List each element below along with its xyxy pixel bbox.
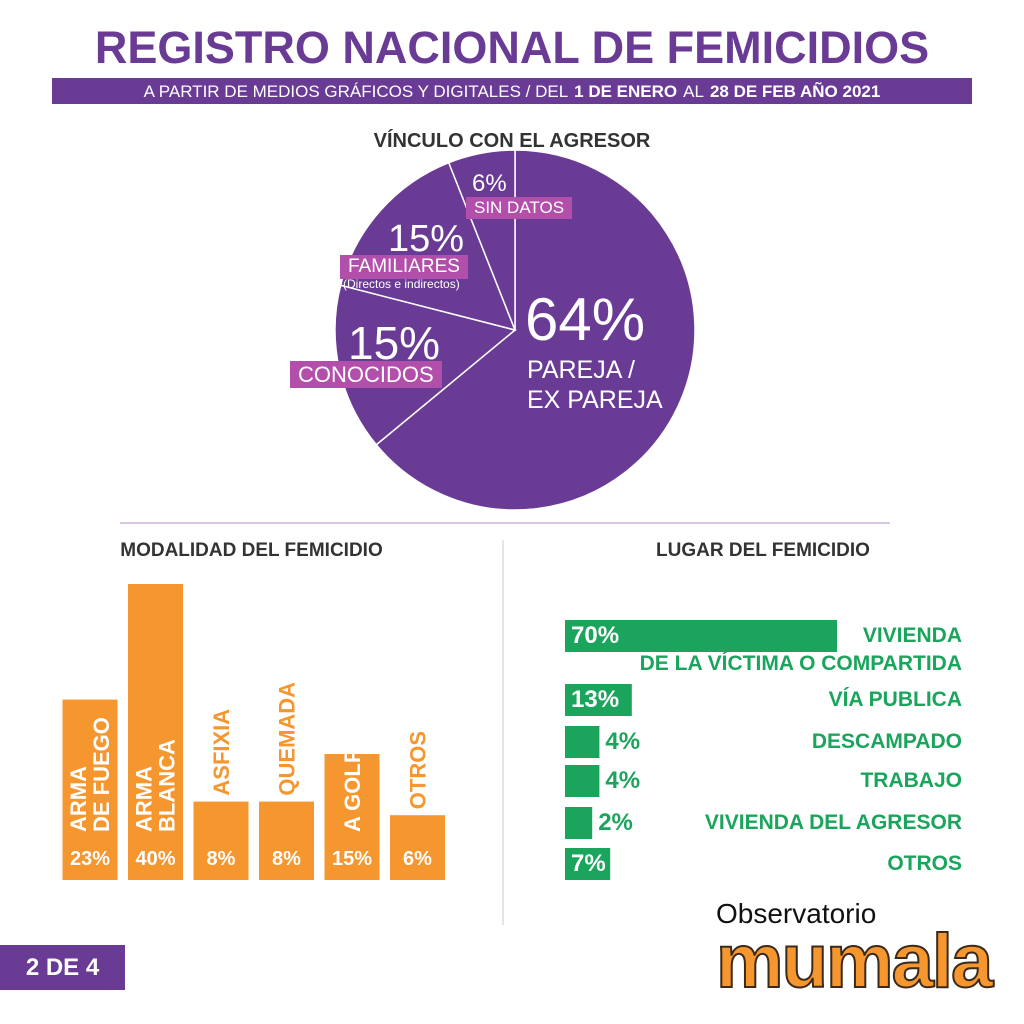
bar-label: OTROS: [405, 730, 430, 810]
bar: [390, 815, 445, 880]
bar-label: DESCAMPADO: [811, 730, 962, 753]
bar-label: A GOLPES: [339, 719, 365, 832]
value-label: 7%: [571, 850, 606, 877]
value-label: 40%: [135, 848, 176, 870]
slice-label: FAMILIARES: [340, 255, 468, 279]
subtitle-part: 28 DE FEB AÑO 2021: [709, 82, 881, 101]
bar: [324, 754, 380, 880]
slice-note: (Directos e indirectos): [343, 277, 460, 291]
chart-title: LUGAR DEL FEMICIDIO: [656, 540, 870, 561]
slice-label: PAREJA / EX PAREJA: [527, 356, 663, 414]
bar: [565, 765, 600, 797]
value-label: 15%: [331, 848, 373, 870]
bar: [565, 620, 837, 652]
logo-mark: mumala: [715, 918, 994, 1005]
title: REGISTRO NACIONAL DE FEMICIDIOS: [94, 22, 930, 73]
bar: [128, 584, 183, 880]
bar-label: OTROS: [887, 852, 962, 875]
chart-title: MODALIDAD DEL FEMICIDIO: [120, 540, 383, 561]
slice-label: CONOCIDOS: [290, 361, 442, 388]
bar-label: VIVIENDA DE LA VÍCTIMA O COMPARTIDA: [639, 624, 962, 675]
subtitle-part: 1 DE ENERO: [574, 82, 678, 101]
value-label: 23%: [69, 848, 111, 870]
bar-label: TRABAJO: [860, 769, 962, 792]
slice-value: 15%: [388, 218, 465, 260]
value-label: 8%: [272, 848, 301, 870]
subtitle-part: AL: [683, 82, 704, 101]
subtitle-band: [52, 78, 972, 104]
subtitle: A PARTIR DE MEDIOS GRÁFICOS Y DIGITALES …: [52, 80, 972, 104]
value-label: 8%: [206, 848, 236, 870]
value-label: 13%: [571, 686, 620, 713]
bar: [565, 726, 600, 758]
pie-slice: [375, 149, 696, 511]
value-label: 2%: [598, 809, 633, 836]
page-badge: [0, 945, 125, 990]
value-label: 4%: [605, 767, 641, 794]
bar: [565, 684, 632, 716]
slice-value: 6%: [472, 170, 507, 197]
bar: [193, 801, 249, 880]
bar: [565, 848, 611, 880]
pie-slice: [447, 149, 516, 331]
slice-value: 15%: [348, 317, 441, 369]
subtitle-part: A PARTIR DE MEDIOS GRÁFICOS Y DIGITALES …: [143, 82, 569, 101]
page-label: 2 DE 4: [25, 954, 100, 981]
bar-label: VÍA PUBLICA: [828, 688, 962, 711]
bar-label: ARMA DE FUEGO: [66, 717, 114, 832]
value-label: 6%: [403, 848, 432, 870]
chart-title: VÍNCULO CON EL AGRESOR: [373, 130, 651, 152]
bar-label: ASFIXIA: [208, 708, 234, 796]
logo-text: Observatorio: [716, 898, 877, 929]
bar: [62, 699, 118, 880]
bar-label: QUEMADA: [274, 681, 299, 796]
bar-label: VIVIENDA DEL AGRESOR: [704, 811, 962, 834]
slice-value: 64%: [525, 286, 646, 353]
bar: [259, 801, 314, 880]
bar-label: ARMA BLANCA: [131, 739, 180, 832]
value-label: 70%: [571, 622, 620, 649]
bar: [565, 807, 593, 839]
value-label: 4%: [605, 728, 641, 755]
slice-label: SIN DATOS: [466, 197, 573, 219]
